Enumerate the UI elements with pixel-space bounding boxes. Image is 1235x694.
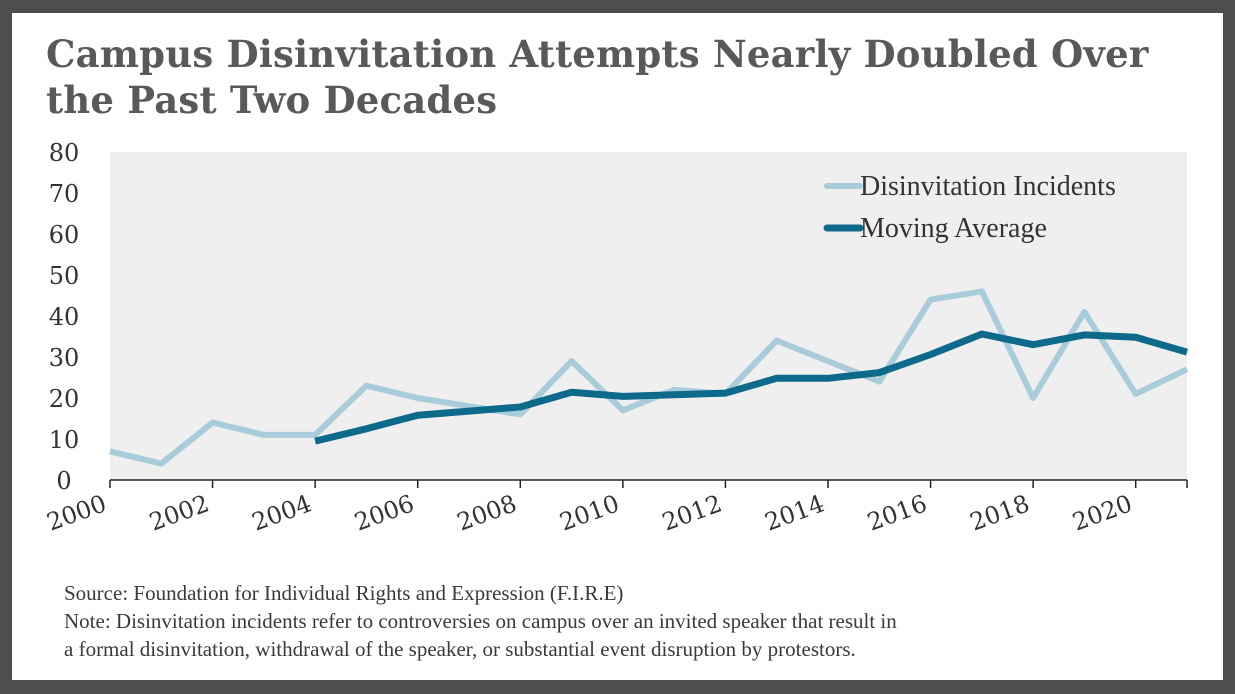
definition-note-line-2: a formal disinvitation, withdrawal of th… (64, 637, 856, 661)
legend: Disinvitation Incidents Moving Average (823, 171, 1116, 244)
definition-note-line-1: Note: Disinvitation incidents refer to c… (64, 609, 897, 633)
x-tick-label: 2020 (1069, 489, 1136, 536)
series-line-moving-average (314, 330, 1188, 445)
y-tick-label: 10 (49, 426, 80, 454)
x-tick-label: 2000 (43, 489, 110, 536)
series-layer (109, 288, 1189, 467)
y-tick-label: 0 (56, 467, 71, 495)
plot-background (110, 152, 1187, 480)
x-tick-label: 2012 (659, 489, 726, 536)
source-note: Source: Foundation for Individual Rights… (64, 581, 624, 605)
y-tick-label: 80 (49, 139, 80, 167)
y-tick-label: 60 (49, 221, 80, 249)
legend-label: Moving Average (860, 213, 1047, 244)
x-tick-label: 2010 (556, 489, 623, 536)
x-tick-label: 2018 (966, 489, 1033, 536)
x-tick-label: 2008 (453, 489, 520, 536)
x-tick-label: 2016 (864, 489, 931, 536)
y-axis: 0 10 20 30 40 50 60 70 80 (49, 139, 80, 495)
x-tick-label: 2004 (248, 489, 315, 536)
y-tick-label: 20 (49, 385, 80, 413)
footnotes: Source: Foundation for Individual Rights… (64, 579, 1214, 663)
chart-frame: Campus Disinvitation Attempts Nearly Dou… (12, 13, 1223, 680)
y-tick-label: 70 (49, 180, 80, 208)
x-tick-label: 2002 (146, 489, 213, 536)
y-tick-label: 30 (49, 344, 80, 372)
x-tick-label: 2014 (761, 489, 828, 536)
x-tick-label: 2006 (351, 489, 418, 536)
y-tick-label: 50 (49, 262, 80, 290)
chart-title: Campus Disinvitation Attempts Nearly Dou… (46, 32, 1149, 122)
x-axis: 2000 2002 2004 2006 2008 2010 2012 2014 2016 2018… (43, 479, 1188, 537)
y-tick-label: 40 (49, 303, 80, 331)
series-line-disinvitation-incidents (109, 288, 1189, 467)
legend-label: Disinvitation Incidents (860, 171, 1116, 202)
